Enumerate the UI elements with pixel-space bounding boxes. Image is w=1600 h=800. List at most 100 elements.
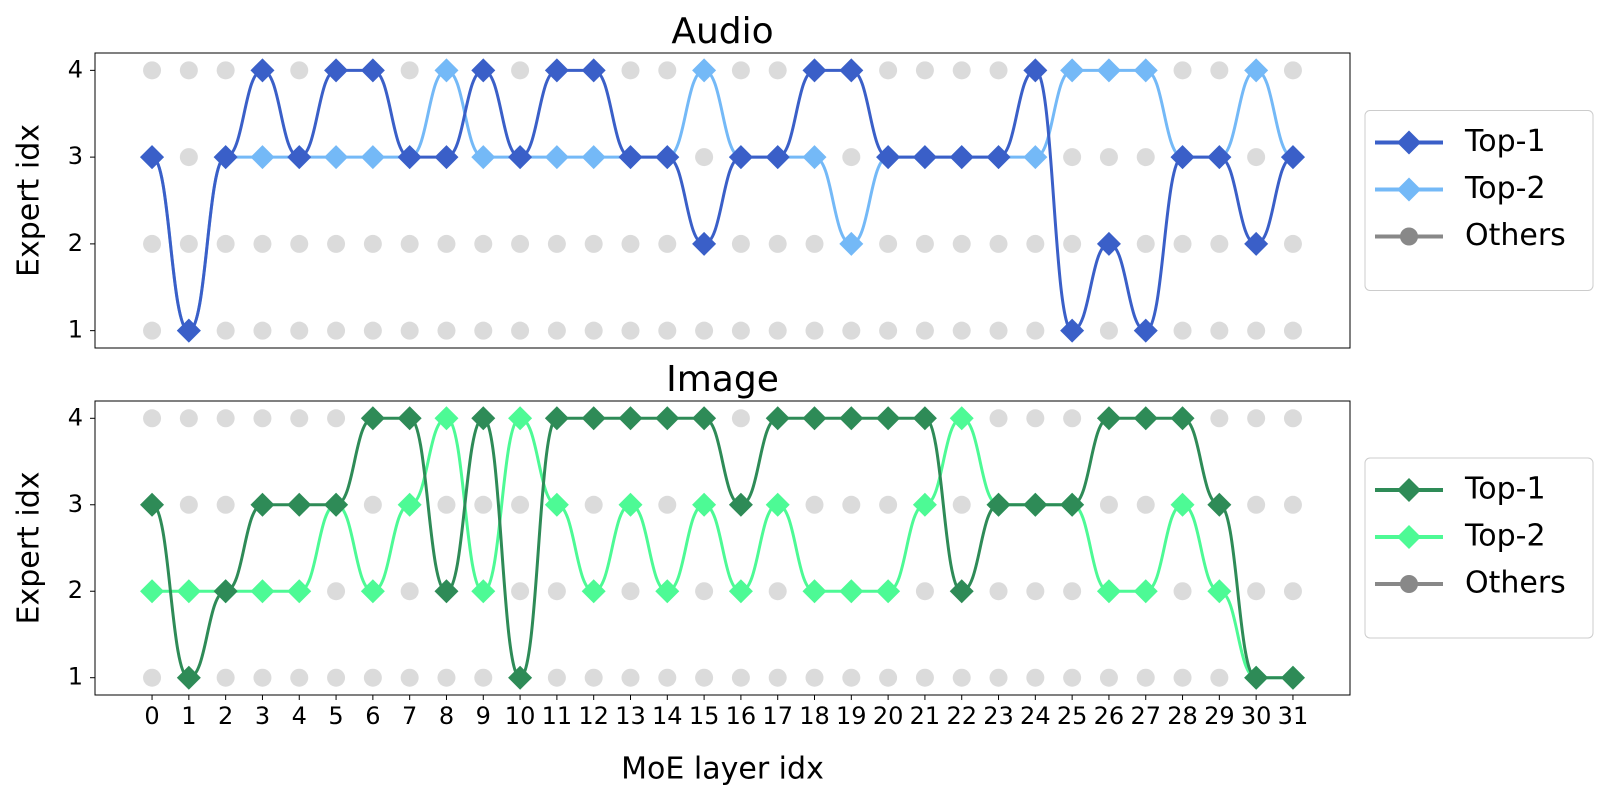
other-expert-dot [731, 61, 750, 80]
other-expert-dot [547, 668, 566, 687]
other-expert-dot [658, 234, 677, 253]
top-expert-marker [1096, 231, 1121, 256]
top-expert-marker [471, 145, 496, 170]
other-expert-dot [621, 582, 640, 601]
plot-frame [94, 52, 1351, 349]
other-expert-dot [290, 321, 309, 340]
other-expert-dot [842, 148, 861, 167]
y-axis-label: Expert idx [12, 472, 47, 625]
other-expert-dot [879, 234, 898, 253]
other-expert-dot [768, 582, 787, 601]
other-expert-dot [842, 668, 861, 687]
top-expert-marker [765, 492, 790, 517]
other-expert-dot [952, 321, 971, 340]
other-expert-dot [474, 321, 493, 340]
other-expert-dot [216, 321, 235, 340]
top-expert-marker [1023, 492, 1048, 517]
top-expert-marker [1023, 58, 1048, 83]
top-expert-marker [1207, 145, 1232, 170]
x-tick-label: 23 [983, 702, 1014, 730]
other-expert-dot [621, 668, 640, 687]
other-expert-dot [253, 668, 272, 687]
x-tick-label: 12 [578, 702, 609, 730]
top-expert-marker [544, 492, 569, 517]
other-expert-dot [1210, 668, 1229, 687]
other-expert-dot [1173, 668, 1192, 687]
other-expert-dot [1026, 409, 1045, 428]
other-expert-dot [1136, 234, 1155, 253]
other-expert-dot [143, 234, 162, 253]
top-expert-marker [655, 145, 680, 170]
legend-label: Others [1465, 218, 1566, 253]
other-expert-dot [1247, 582, 1266, 601]
other-expert-dot [695, 321, 714, 340]
other-expert-dot [1026, 582, 1045, 601]
top-expert-marker [802, 406, 827, 431]
y-tick-label: 1 [68, 316, 83, 344]
top-expert-marker [1133, 58, 1158, 83]
other-expert-dot [658, 495, 677, 514]
top-expert-marker [360, 406, 385, 431]
top-expert-marker [508, 665, 533, 690]
other-expert-dot [400, 668, 419, 687]
other-expert-dot [290, 668, 309, 687]
other-expert-dot [1063, 409, 1082, 428]
y-tick-label: 4 [68, 403, 83, 431]
other-expert-dot [253, 321, 272, 340]
top-expert-marker [728, 492, 753, 517]
other-expert-dot [547, 321, 566, 340]
top-expert-marker [839, 231, 864, 256]
top-expert-marker [692, 406, 717, 431]
other-expert-dot [915, 321, 934, 340]
other-expert-dot [327, 234, 346, 253]
other-expert-dot [584, 668, 603, 687]
other-expert-dot [547, 582, 566, 601]
y-axis-label: Expert idx [12, 124, 47, 277]
other-expert-dot [731, 409, 750, 428]
top-expert-marker [692, 492, 717, 517]
other-expert-dot [511, 495, 530, 514]
other-expert-dot [695, 668, 714, 687]
top-expert-marker [1207, 579, 1232, 604]
top-expert-marker [176, 318, 201, 343]
legend-marker [1397, 525, 1421, 549]
top-expert-marker [1096, 579, 1121, 604]
top-expert-marker [581, 58, 606, 83]
other-expert-dot [290, 409, 309, 428]
other-expert-dot [915, 61, 934, 80]
top-expert-marker [213, 145, 238, 170]
top-expert-marker [434, 145, 459, 170]
other-expert-dot [621, 61, 640, 80]
legend-box [1364, 110, 1594, 291]
x-tick-label: 15 [689, 702, 720, 730]
legend-box [1364, 457, 1594, 639]
other-expert-dot [216, 495, 235, 514]
top-expert-marker [140, 492, 165, 517]
other-expert-dot [621, 234, 640, 253]
other-expert-dot [989, 234, 1008, 253]
y-tick-label: 4 [68, 55, 83, 83]
y-tick-label: 1 [68, 663, 83, 691]
other-expert-dot [1173, 582, 1192, 601]
other-expert-dot [1026, 234, 1045, 253]
other-expert-dot [879, 321, 898, 340]
top-expert-marker [434, 579, 459, 604]
top-expert-marker [1133, 579, 1158, 604]
top-expert-marker [397, 492, 422, 517]
other-expert-dot [1063, 582, 1082, 601]
other-expert-dot [1136, 148, 1155, 167]
top-expert-marker [692, 58, 717, 83]
top-expert-marker [949, 145, 974, 170]
top-expert-marker [912, 406, 937, 431]
other-expert-dot [216, 61, 235, 80]
top-expert-marker [471, 58, 496, 83]
other-expert-dot [1099, 495, 1118, 514]
x-tick-label: 16 [726, 702, 757, 730]
top-expert-marker [360, 579, 385, 604]
legend-marker [1397, 478, 1421, 502]
top-expert-marker [324, 492, 349, 517]
legend-label: Top-1 [1464, 124, 1546, 159]
other-expert-dot [1026, 321, 1045, 340]
top-expert-marker [839, 579, 864, 604]
other-expert-dot [474, 495, 493, 514]
